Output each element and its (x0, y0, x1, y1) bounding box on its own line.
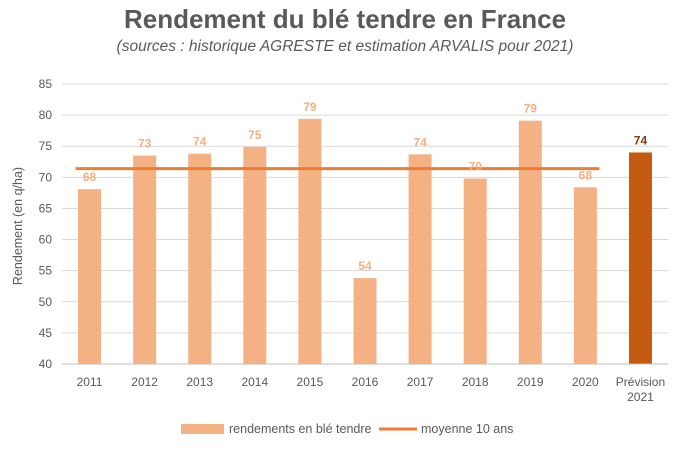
data-labels: 68 73 74 75 79 54 74 70 79 68 74 (83, 100, 648, 273)
y-tick-label: 75 (39, 139, 53, 153)
legend-label-bars: rendements en blé tendre (229, 422, 372, 436)
y-tick-label: 70 (39, 170, 53, 184)
data-label: 74 (634, 133, 648, 147)
bar (463, 178, 487, 364)
x-tick-label: 2012 (131, 375, 158, 389)
bar (243, 146, 267, 364)
x-tick-label: 2020 (572, 375, 599, 389)
x-tick-label: 2016 (352, 375, 379, 389)
chart-title: Rendement du blé tendre en France (123, 4, 567, 34)
y-tick-label: 80 (39, 108, 53, 122)
y-axis-title: Rendement (en q/ha) (11, 167, 25, 285)
chart-subtitle: (sources : historique AGRESTE et estimat… (116, 38, 574, 55)
bar (573, 187, 597, 364)
x-tick-label: 2011 (77, 375, 103, 389)
bar (133, 155, 157, 364)
data-label: 79 (524, 102, 538, 116)
data-label: 70 (469, 160, 483, 174)
bar (353, 278, 377, 364)
bar (408, 154, 432, 364)
axes: 40 45 50 55 60 65 70 75 80 85 2011 2012 2013 2014 2015… (39, 77, 668, 404)
bar (78, 189, 102, 364)
x-tick-label: 2015 (297, 375, 324, 389)
bar (518, 120, 542, 364)
y-tick-label: 45 (39, 326, 53, 340)
x-tick-label: 2018 (462, 375, 489, 389)
legend-swatch-bars (181, 424, 224, 434)
data-label: 68 (579, 168, 593, 182)
y-tick-label: 65 (39, 201, 53, 215)
data-label: 79 (303, 100, 317, 114)
data-label: 75 (248, 128, 262, 142)
data-label: 74 (193, 135, 207, 149)
legend-label-line: moyenne 10 ans (421, 422, 513, 436)
y-tick-label: 85 (39, 77, 53, 91)
bar (628, 152, 652, 364)
x-tick-label: 2014 (241, 375, 268, 389)
y-tick-label: 55 (39, 264, 53, 278)
data-label: 54 (358, 259, 372, 273)
x-tick-label: 2013 (186, 375, 213, 389)
data-label: 68 (83, 170, 97, 184)
x-tick-label: 2017 (407, 375, 434, 389)
data-label: 74 (413, 135, 427, 149)
bar (298, 118, 322, 364)
x-tick-label: 2019 (517, 375, 544, 389)
data-label: 73 (138, 137, 152, 151)
legend: rendements en blé tendre moyenne 10 ans (181, 422, 513, 436)
bars (78, 118, 652, 364)
y-tick-label: 60 (39, 233, 53, 247)
y-tick-label: 50 (39, 295, 53, 309)
bar (188, 153, 212, 364)
y-tick-label: 40 (39, 357, 53, 371)
x-tick-label: Prévision 2021 (616, 375, 665, 404)
